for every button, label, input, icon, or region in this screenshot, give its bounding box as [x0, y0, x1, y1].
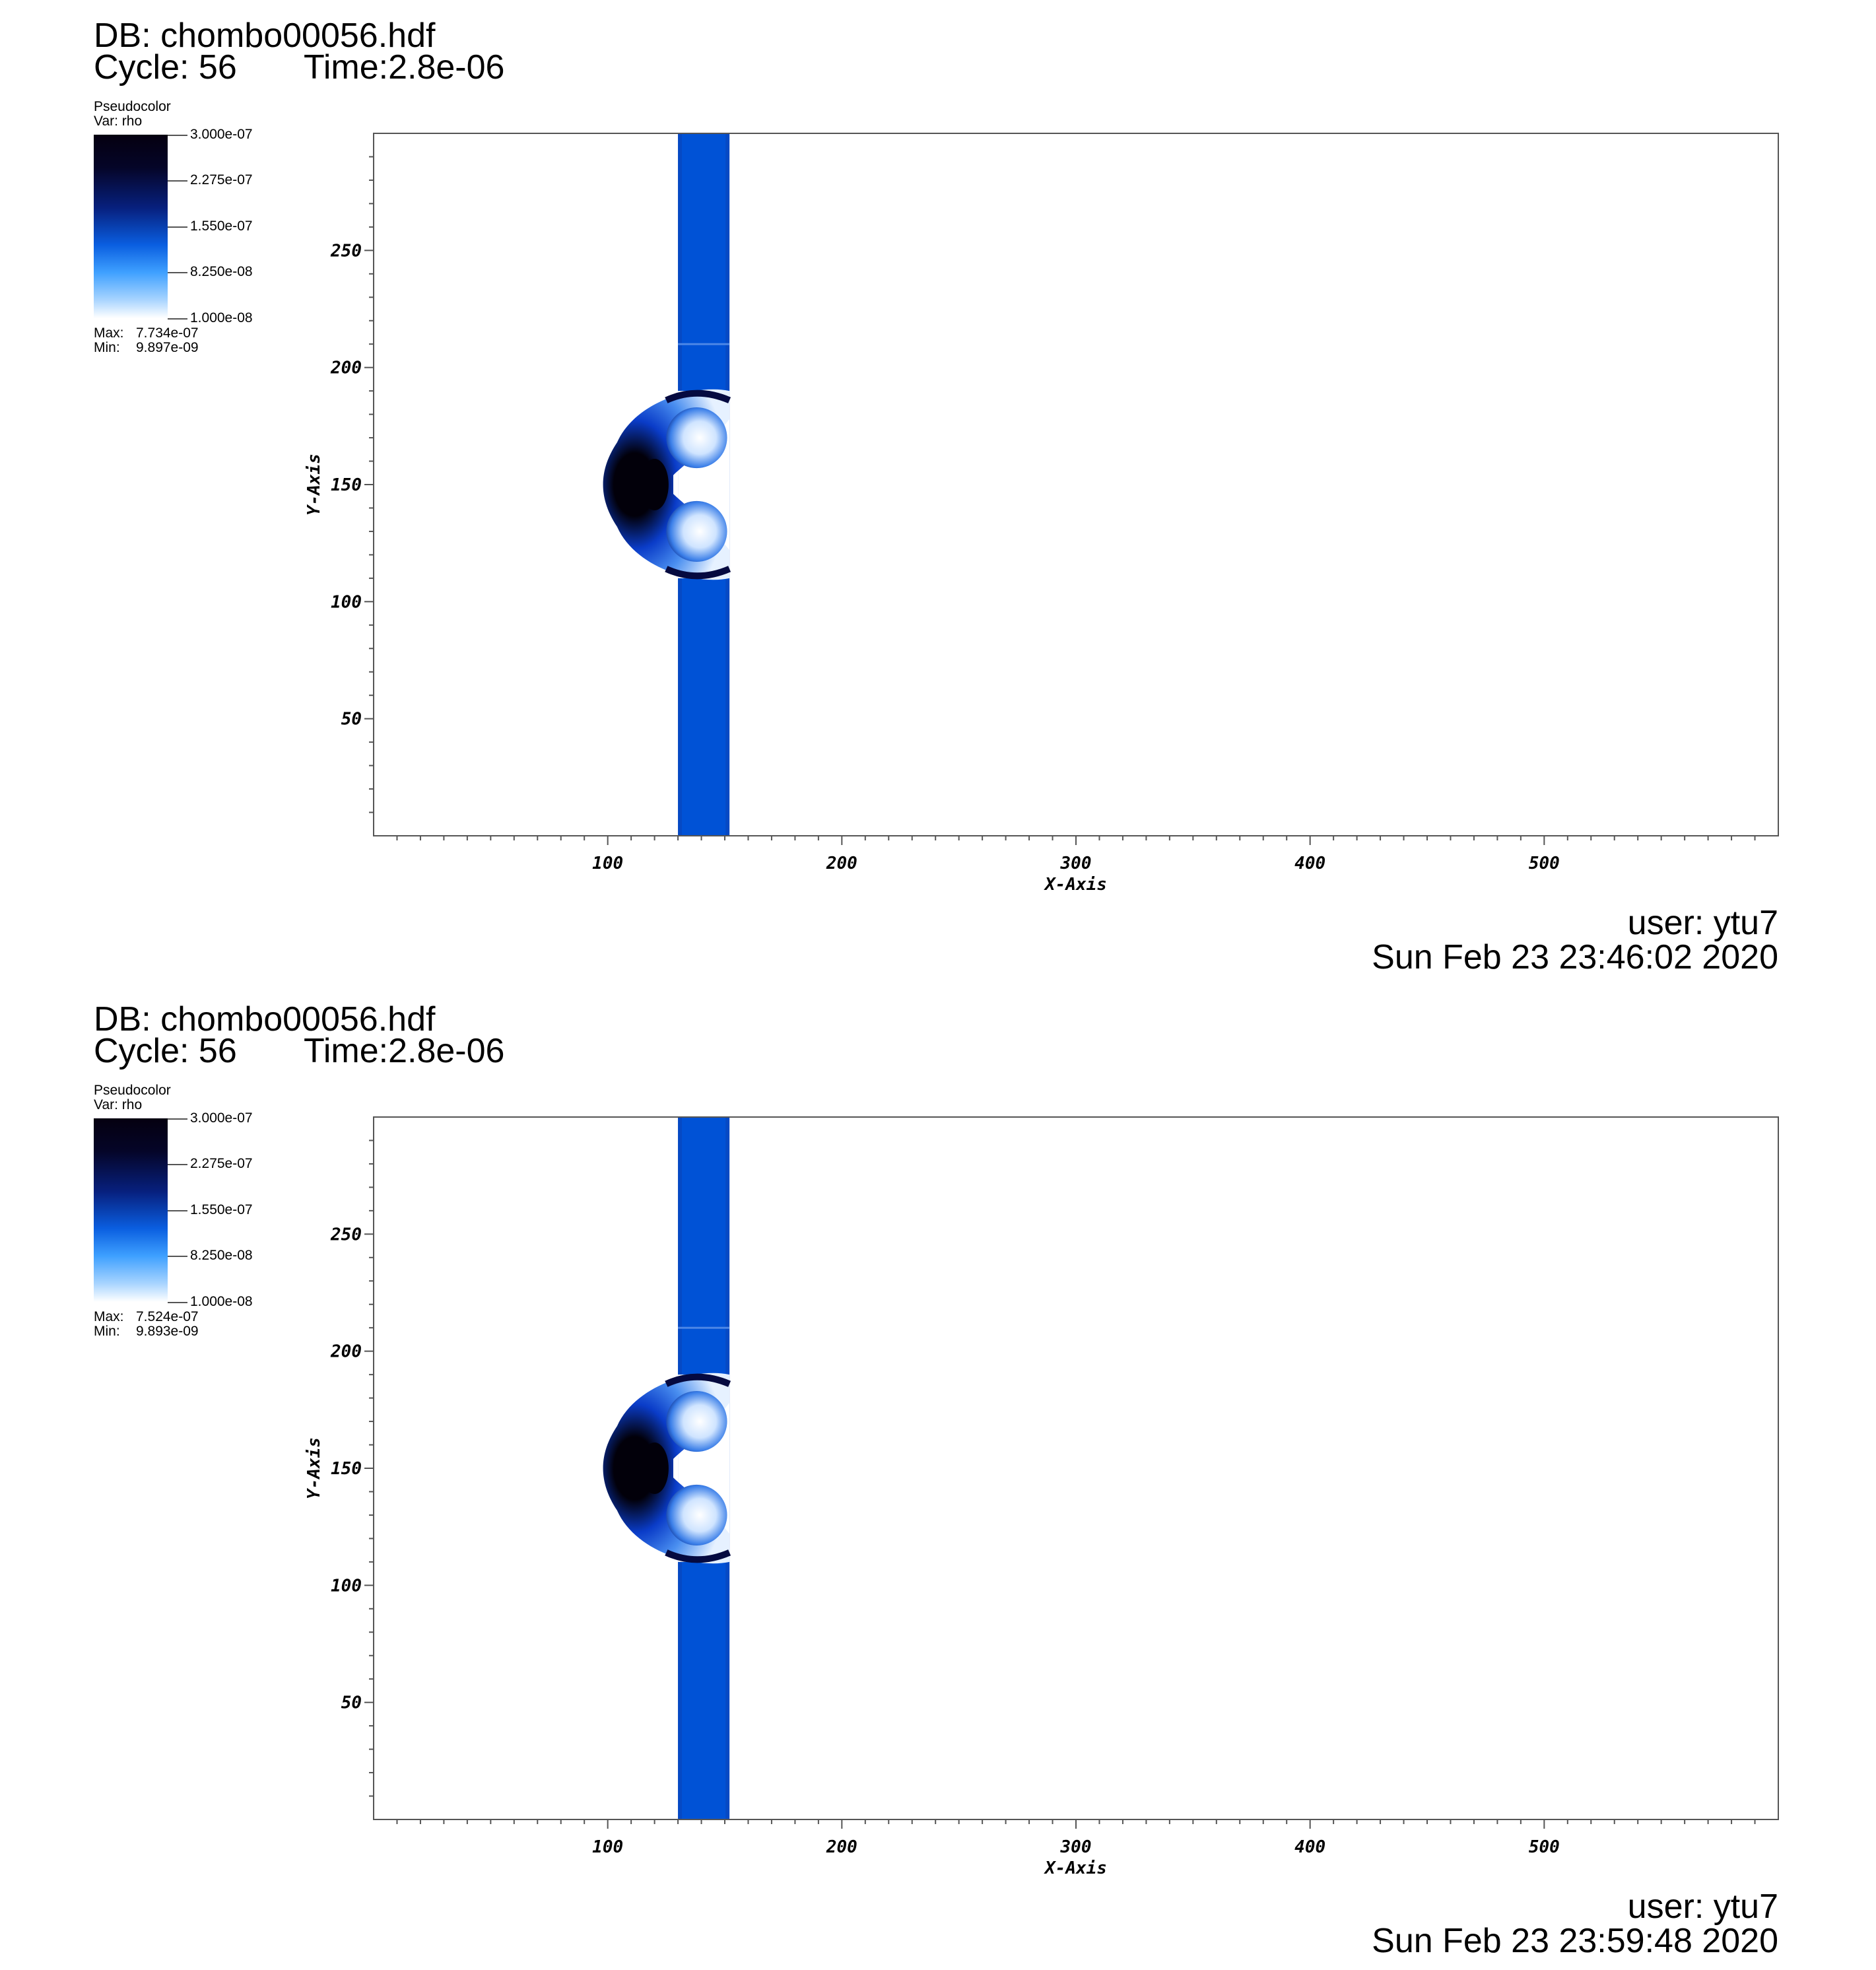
visit-panel-1: DB: chombo00056.hdf Cycle: 56 Time:2.8e-…	[0, 0, 1876, 984]
colorbar-tick-label: 3.000e-07	[190, 127, 253, 142]
x-tick-label: 500	[1529, 854, 1560, 873]
colorbar-tick	[168, 226, 187, 228]
y-tick-label: 200	[330, 1342, 362, 1362]
colorbar-tick-label: 8.250e-08	[190, 1248, 253, 1263]
legend-max-value: 7.734e-07	[136, 325, 199, 341]
upper-rim	[665, 1373, 731, 1387]
legend-max: Max: 7.524e-07	[94, 1309, 199, 1324]
date-label: Sun Feb 23 23:59:48 2020	[1372, 1922, 1778, 1960]
colorbar-tick	[168, 135, 187, 136]
legend-plot-type: Pseudocolor	[94, 1083, 171, 1098]
colorbar-tick-label: 8.250e-08	[190, 264, 253, 279]
legend-variable: Var: rho	[94, 1097, 143, 1112]
legend-min-label: Min:	[94, 340, 120, 355]
plot-background	[374, 133, 1778, 836]
x-tick-label: 100	[592, 854, 623, 873]
time-label: Time:2.8e-06	[304, 1032, 505, 1070]
legend-min: Min: 9.897e-09	[94, 340, 199, 355]
plot-area: 100 200 300 400 500 50 100 150 200 250 X-Axis Y-Axi…	[304, 1116, 1779, 1878]
date-label: Sun Feb 23 23:46:02 2020	[1372, 938, 1778, 976]
legend-max: Max: 7.734e-07	[94, 325, 199, 341]
x-axis-label: X-Axis	[1044, 875, 1107, 895]
time-label: Time:2.8e-06	[304, 48, 505, 86]
dense-core	[640, 1442, 669, 1495]
user-label: user: ytu7	[1627, 1887, 1778, 1926]
cycle-label: Cycle: 56	[94, 48, 237, 86]
legend-min: Min: 9.893e-09	[94, 1324, 199, 1339]
field	[374, 1117, 1778, 1819]
x-tick-label: 300	[1060, 854, 1092, 873]
lower-lobe	[666, 1484, 727, 1546]
lower-rim	[665, 566, 731, 580]
y-tick-label: 100	[331, 592, 362, 612]
user-label: user: ytu7	[1627, 904, 1778, 942]
y-axis-label: Y-Axis	[304, 1437, 324, 1499]
dense-core	[640, 458, 669, 511]
colorbar-tick	[168, 272, 187, 273]
colorbar-tick-label: 2.275e-07	[190, 172, 253, 187]
lower-lobe	[666, 500, 727, 562]
y-tick-label: 250	[330, 241, 362, 261]
x-tick-label: 400	[1294, 1837, 1325, 1857]
y-tick-label: 200	[330, 358, 362, 378]
colorbar-tick	[168, 1302, 187, 1303]
legend-max-label: Max:	[94, 1309, 124, 1324]
y-tick-label: 50	[341, 1693, 362, 1713]
x-axis-label: X-Axis	[1044, 1858, 1107, 1878]
field	[374, 133, 1778, 836]
upper-lobe	[666, 407, 727, 469]
colorbar-tick	[168, 1210, 187, 1211]
upper-lobe	[666, 1390, 727, 1452]
colorbar-tick	[168, 1164, 187, 1165]
legend-min-value: 9.897e-09	[136, 340, 199, 355]
colorbar-tick	[168, 318, 187, 320]
legend-max-label: Max:	[94, 325, 124, 341]
x-tick-label: 500	[1529, 1837, 1560, 1857]
colorbar-tick-label: 1.550e-07	[190, 1202, 253, 1217]
plot-area: 100 200 300 400 500 50 100 150 200 250 X-Axis Y-Axi…	[304, 133, 1779, 895]
legend-plot-type: Pseudocolor	[94, 99, 171, 114]
legend-min-value: 9.893e-09	[136, 1324, 199, 1339]
legend-min-label: Min:	[94, 1324, 120, 1339]
colorbar-tick	[168, 1256, 187, 1257]
cycle-label: Cycle: 56	[94, 1032, 237, 1070]
upper-rim	[665, 390, 731, 403]
colorbar-tick-label: 3.000e-07	[190, 1110, 253, 1126]
colorbar-tick	[168, 1118, 187, 1120]
x-tick-label: 200	[826, 1837, 857, 1857]
colorbar-tick	[168, 180, 187, 182]
visit-panel-2: DB: chombo00056.hdf Cycle: 56 Time:2.8e-…	[0, 984, 1876, 1967]
legend-variable: Var: rho	[94, 114, 143, 129]
y-tick-label: 150	[331, 1459, 362, 1479]
colorbar-tick-label: 1.000e-08	[190, 310, 253, 325]
x-tick-label: 100	[592, 1837, 623, 1857]
db-title: DB: chombo00056.hdf	[94, 17, 436, 55]
colorbar	[94, 135, 168, 318]
y-tick-label: 100	[331, 1576, 362, 1596]
db-title: DB: chombo00056.hdf	[94, 1000, 436, 1038]
y-tick-label: 250	[330, 1225, 362, 1244]
colorbar-tick-label: 2.275e-07	[190, 1156, 253, 1171]
colorbar-tick-label: 1.550e-07	[190, 219, 253, 234]
y-axis-label: Y-Axis	[304, 454, 324, 516]
legend-max-value: 7.524e-07	[136, 1309, 199, 1324]
x-tick-label: 400	[1294, 854, 1325, 873]
x-tick-label: 200	[826, 854, 857, 873]
plot-background	[374, 1117, 1778, 1819]
lower-rim	[665, 1549, 731, 1563]
x-tick-label: 300	[1060, 1837, 1092, 1857]
colorbar	[94, 1118, 168, 1302]
y-tick-label: 150	[331, 475, 362, 495]
colorbar-tick-label: 1.000e-08	[190, 1294, 253, 1309]
y-tick-label: 50	[341, 710, 362, 730]
